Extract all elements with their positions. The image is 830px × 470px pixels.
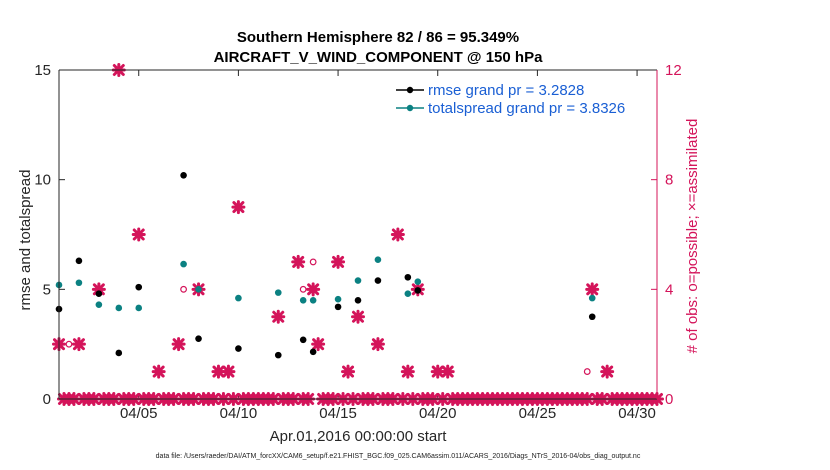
obs-assimilated-marker <box>271 309 286 324</box>
legend-totalspread-marker <box>406 104 414 112</box>
y-right-tick-label: 8 <box>665 172 673 189</box>
obs-possible-marker <box>180 285 187 293</box>
legend-rmse-label: rmse grand pr = 3.2828 <box>428 82 584 99</box>
x-tick-label: 04/10 <box>220 405 258 422</box>
series-markers <box>55 171 596 359</box>
y-right-tick-label: 12 <box>665 62 682 79</box>
obs-assimilated-marker <box>440 364 455 379</box>
obs-possible-marker <box>583 368 591 375</box>
obs-assimilated-marker <box>331 254 346 269</box>
obs-assimilated-marker <box>91 282 106 297</box>
totalspread-point <box>588 294 596 302</box>
rmse-point <box>135 283 143 291</box>
legend: rmse grand pr = 3.2828 totalspread grand… <box>392 80 652 120</box>
obs-assimilated-marker <box>221 364 236 379</box>
totalspread-point <box>135 304 143 312</box>
rmse-point <box>374 277 382 284</box>
data-file-footer: data file: /Users/raeder/DAI/ATM_forcXX/… <box>156 453 641 460</box>
totalspread-point <box>195 286 202 293</box>
rmse-point <box>95 290 103 298</box>
obs-possible-marker <box>309 258 317 266</box>
obs-assimilated-marker <box>71 337 86 352</box>
chart-title: Southern Hemisphere 82 / 86 = 95.349% <box>237 29 519 46</box>
plot-area <box>59 70 657 399</box>
x-axis-label: Apr.01,2016 00:00:00 start <box>270 428 448 445</box>
totalspread-point <box>95 301 103 308</box>
obs-assimilated-marker <box>311 337 326 352</box>
legend-totalspread-label: totalspread grand pr = 3.8326 <box>428 100 625 117</box>
rmse-point <box>414 287 422 294</box>
obs-assimilated-marker <box>400 364 415 379</box>
rmse-point <box>75 257 83 265</box>
totalspread-point <box>75 279 83 287</box>
y-axis-label: rmse and totalspread <box>17 170 34 311</box>
totalspread-point <box>414 278 422 285</box>
y-axis-left: 0 5 10 15 <box>34 62 65 408</box>
y-axis-right-label: # of obs: o=possible; ×=assimilated <box>684 119 701 354</box>
rmse-point <box>274 351 282 359</box>
rmse-point <box>195 335 202 342</box>
obs-assimilated-marker <box>585 282 600 297</box>
x-tick-label: 04/25 <box>519 405 557 422</box>
legend-rmse-marker <box>406 86 414 94</box>
obs-assimilated-marker <box>600 364 615 379</box>
obs-possible-marker <box>299 285 307 293</box>
y-right-tick-label: 0 <box>665 391 673 408</box>
rmse-point <box>309 348 317 356</box>
y-tick-label: 5 <box>43 281 51 298</box>
obs-assimilated-marker <box>370 337 385 352</box>
y-tick-label: 0 <box>43 391 51 408</box>
obs-assimilated-marker <box>390 227 405 242</box>
rmse-point <box>180 171 187 179</box>
totalspread-point <box>274 289 282 296</box>
obs-assimilated-marker <box>171 337 186 352</box>
totalspread-point <box>180 260 187 268</box>
obs-assimilated-marker <box>231 200 246 215</box>
totalspread-point <box>354 277 362 284</box>
obs-assimilated-marker <box>351 309 365 324</box>
x-axis: 04/05 04/10 04/15 04/20 04/25 04/30 <box>120 70 656 422</box>
x-tick-label: 04/30 <box>618 405 656 422</box>
totalspread-point <box>235 294 242 302</box>
rmse-point <box>299 336 307 344</box>
chart-subtitle: AIRCRAFT_V_WIND_COMPONENT @ 150 hPa <box>214 49 544 66</box>
rmse-point <box>334 303 342 311</box>
x-tick-label: 04/15 <box>319 405 357 422</box>
totalspread-point <box>334 295 342 303</box>
rmse-point <box>354 297 362 304</box>
totalspread-point <box>299 297 307 304</box>
y-tick-label: 10 <box>34 172 51 189</box>
totalspread-point <box>309 297 317 304</box>
rmse-point <box>404 273 412 281</box>
obs-assimilated-marker <box>341 364 356 379</box>
y-tick-label: 15 <box>34 62 51 79</box>
rmse-point <box>235 345 242 352</box>
totalspread-point <box>115 304 123 312</box>
obs-assimilated-marker <box>306 282 321 297</box>
x-tick-label: 04/05 <box>120 405 158 422</box>
totalspread-point <box>374 256 382 264</box>
obs-assimilated-marker <box>211 364 226 379</box>
obs-assimilated-marker <box>291 254 306 269</box>
rmse-point <box>588 313 596 321</box>
y-right-tick-label: 4 <box>665 281 673 298</box>
obs-assimilated-marker <box>151 364 166 379</box>
legend-box <box>392 80 652 120</box>
x-tick-label: 04/20 <box>419 405 457 422</box>
obs-assimilated-marker <box>430 364 445 379</box>
totalspread-point <box>404 290 412 298</box>
obs-assimilated-marker <box>131 227 146 242</box>
obs-possible-marker <box>65 340 73 348</box>
rmse-point <box>115 349 123 357</box>
